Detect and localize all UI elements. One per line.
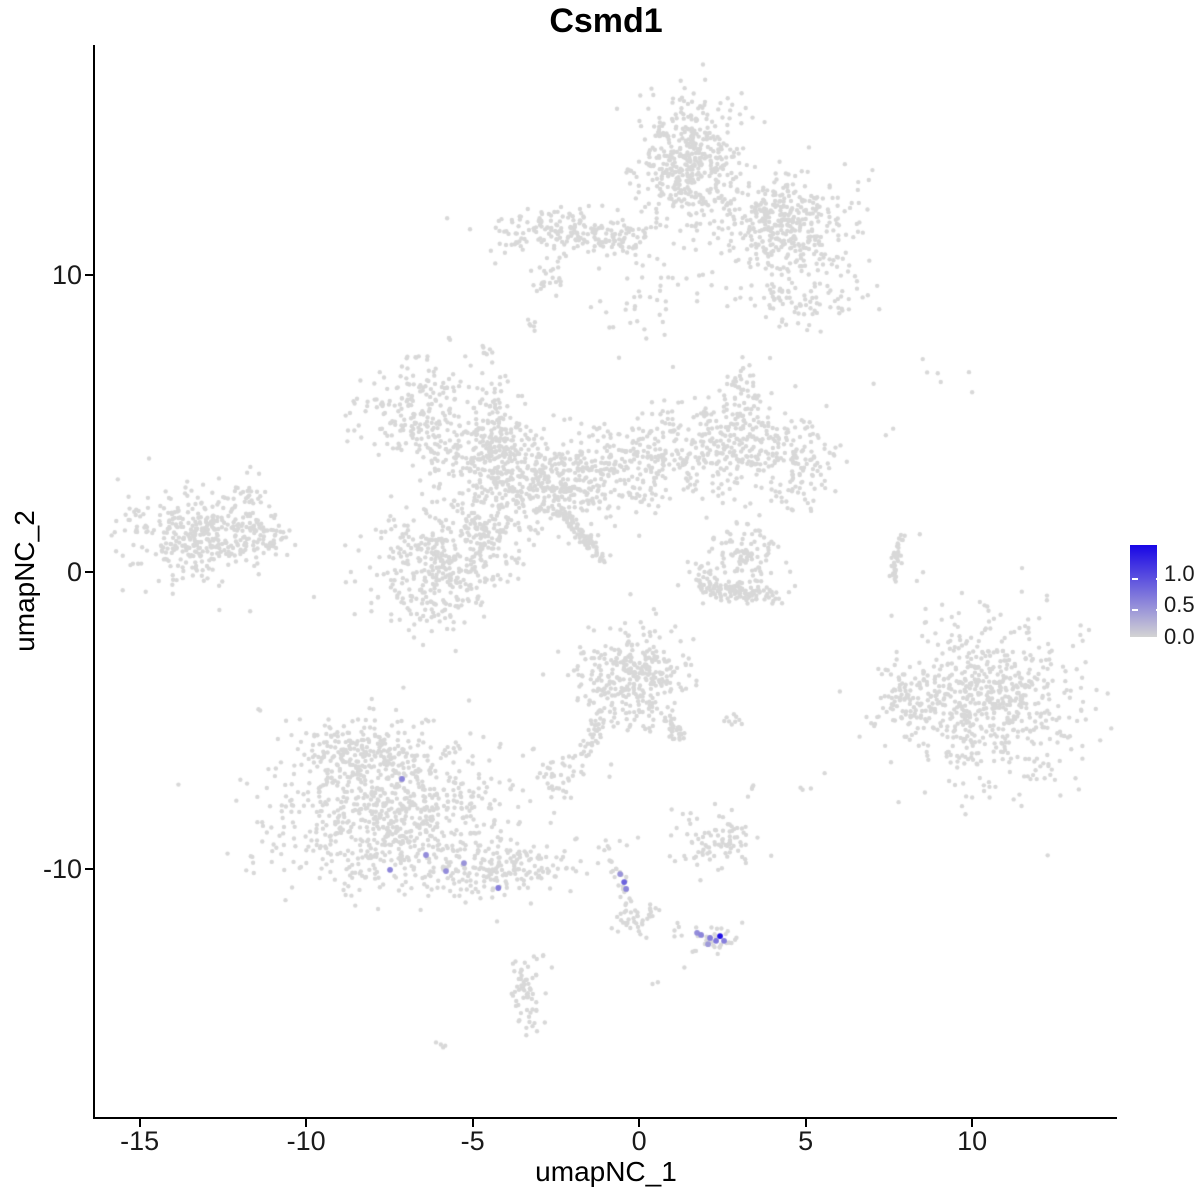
y-tick-label: 10 xyxy=(51,259,82,290)
x-axis-line xyxy=(93,1117,1117,1119)
x-tick-label: -10 xyxy=(286,1126,326,1156)
colorbar-tick-mark xyxy=(1156,641,1162,643)
expression-legend: 1.0 0.5 0.0 xyxy=(1125,540,1200,649)
x-tick-label: 5 xyxy=(798,1126,814,1156)
colorbar-tick-label: 1.0 xyxy=(1164,560,1195,586)
x-tick-label: -15 xyxy=(120,1126,160,1156)
x-tick-mark xyxy=(471,1119,474,1127)
x-tick-label: -5 xyxy=(460,1126,485,1156)
y-axis-label: umapNC_2 xyxy=(9,510,40,652)
y-tick-mark xyxy=(85,867,93,870)
y-tick-mark xyxy=(85,570,93,573)
y-tick-mark xyxy=(85,273,93,276)
x-tick-label: 0 xyxy=(631,1126,647,1156)
y-tick-label: -10 xyxy=(42,853,82,884)
colorbar-tick-mark xyxy=(1132,577,1138,580)
colorbar-gradient xyxy=(1130,545,1162,643)
colorbar-tick-mark xyxy=(1156,577,1162,580)
x-tick-mark xyxy=(638,1119,641,1127)
x-axis-label: umapNC_1 xyxy=(535,1156,677,1187)
colorbar-tick-mark xyxy=(1132,609,1138,612)
y-tick-label: 0 xyxy=(66,556,82,587)
plot-title: Csmd1 xyxy=(549,2,663,40)
colorbar-tick-mark xyxy=(1132,641,1138,643)
colorbar-tick-label: 0.0 xyxy=(1164,624,1195,649)
colorbar-tick-label: 0.5 xyxy=(1164,592,1195,618)
x-tick-mark xyxy=(138,1119,141,1127)
y-axis-line xyxy=(93,45,95,1119)
x-tick-label: 10 xyxy=(957,1126,988,1156)
colorbar-tick-mark xyxy=(1156,609,1162,612)
x-tick-mark xyxy=(305,1119,308,1127)
x-tick-mark xyxy=(804,1119,807,1127)
x-tick-mark xyxy=(971,1119,974,1127)
